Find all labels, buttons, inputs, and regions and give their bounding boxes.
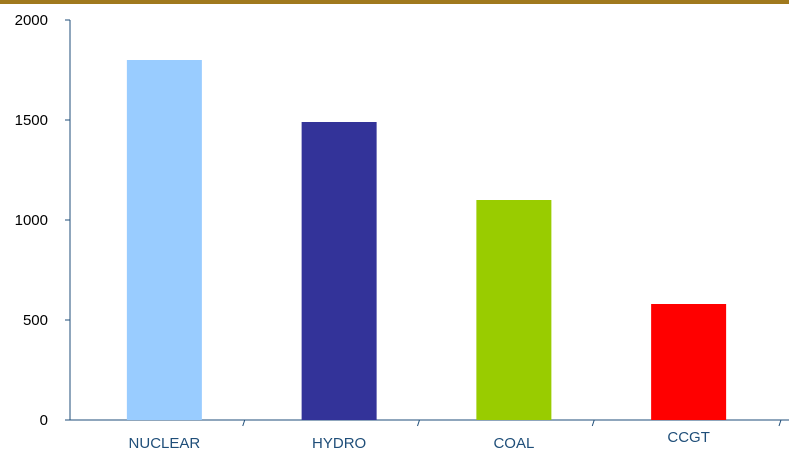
- y-tick-label: 1000: [15, 212, 48, 229]
- x-tick-mark: [591, 419, 595, 427]
- x-tick-label: CCGT: [667, 429, 710, 446]
- x-tick-mark: [242, 419, 246, 427]
- bar-hydro: [301, 122, 377, 420]
- y-tick-label: 0: [40, 412, 48, 429]
- y-tick-label: 1500: [15, 112, 48, 129]
- bar-coal: [476, 200, 552, 420]
- bar-nuclear: [126, 60, 202, 420]
- y-tick-label: 500: [23, 312, 48, 329]
- bar-ccgt: [651, 304, 727, 420]
- x-tick-label: HYDRO: [312, 435, 366, 449]
- x-tick-label: COAL: [493, 435, 534, 449]
- x-tick-label: NUCLEAR: [129, 435, 201, 449]
- top-accent-bar: [0, 0, 789, 4]
- y-tick-label: 2000: [15, 12, 48, 29]
- x-tick-mark: [417, 419, 420, 427]
- x-tick-mark: [778, 419, 782, 427]
